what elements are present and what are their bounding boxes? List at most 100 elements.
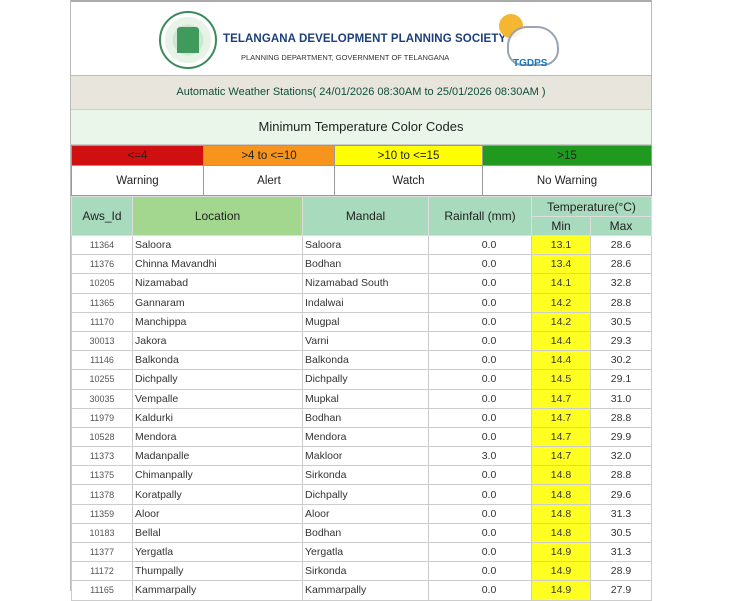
location-cell: Vempalle [132, 388, 303, 409]
min-temp-cell: 14.9 [531, 541, 591, 563]
location-cell: Chinna Mavandhi [132, 254, 303, 275]
max-temp-cell: 29.6 [589, 484, 653, 505]
header-temperature: Temperature(°C) [530, 196, 653, 217]
aws-id-cell: 10183 [71, 522, 133, 544]
tgdps-logo: TGDPS [513, 58, 548, 69]
max-temp-cell: 28.6 [589, 234, 653, 256]
max-temp-cell: 30.2 [589, 350, 653, 371]
aws-id-cell: 11364 [71, 234, 133, 256]
color-code-range: >15 [482, 145, 652, 166]
rainfall-cell: 0.0 [428, 273, 532, 294]
mandal-cell: Sirkonda [302, 561, 429, 582]
aws-id-cell: 30035 [71, 388, 133, 409]
table-row: 11172 Thumpally Sirkonda 0.0 14.9 28.9 [71, 561, 653, 582]
table-row: 11146 Balkonda Balkonda 0.0 14.4 30.2 [71, 350, 653, 371]
aws-id-cell: 11375 [71, 465, 133, 486]
rainfall-cell: 0.0 [428, 484, 532, 505]
max-temp-cell: 28.8 [589, 407, 653, 428]
max-temp-cell: 29.9 [589, 426, 653, 448]
table-row: 11165 Kammarpally Kammarpally 0.0 14.9 27.9 [71, 580, 653, 601]
rainfall-cell: 0.0 [428, 254, 532, 275]
min-temp-cell: 14.7 [531, 407, 591, 428]
table-row: 11373 Madanpalle Makloor 3.0 14.7 32.0 [71, 446, 653, 467]
color-codes-table: <=4 >4 to <=10 >10 to <=15 >15 Warning Alert… [71, 145, 652, 196]
color-code-label: Alert [203, 165, 335, 196]
min-temp-cell: 14.4 [531, 330, 591, 352]
color-code-label: No Warning [482, 165, 652, 196]
rainfall-cell: 0.0 [428, 407, 532, 428]
min-temp-cell: 14.4 [531, 350, 591, 371]
aws-id-cell: 11378 [71, 484, 133, 505]
min-temp-cell: 14.1 [531, 273, 591, 294]
table-row: 30035 Vempalle Mupkal 0.0 14.7 31.0 [71, 388, 653, 409]
mandal-cell: Dichpally [302, 484, 429, 505]
color-code-range: >10 to <=15 [334, 145, 483, 166]
rainfall-cell: 0.0 [428, 292, 532, 313]
max-temp-cell: 31.3 [589, 503, 653, 524]
department-name: PLANNING DEPARTMENT, GOVERNMENT OF TELAN… [241, 53, 450, 62]
weather-table: Aws_Id Location Mandal Rainfall (mm) Tem… [71, 196, 653, 601]
header-location: Location [132, 196, 303, 236]
max-temp-cell: 32.0 [589, 446, 653, 467]
table-row: 10183 Bellal Bodhan 0.0 14.8 30.5 [71, 522, 653, 544]
rainfall-cell: 0.0 [428, 522, 532, 544]
aws-id-cell: 11979 [71, 407, 133, 428]
table-row: 11375 Chimanpally Sirkonda 0.0 14.8 28.8 [71, 465, 653, 486]
max-temp-cell: 28.6 [589, 254, 653, 275]
table-row: 30013 Jakora Varni 0.0 14.4 29.3 [71, 330, 653, 352]
mandal-cell: Makloor [302, 446, 429, 467]
mandal-cell: Yergatla [302, 541, 429, 563]
min-temp-cell: 14.9 [531, 580, 591, 601]
min-temp-cell: 14.2 [531, 292, 591, 313]
aws-id-cell: 11376 [71, 254, 133, 275]
color-code-range: >4 to <=10 [203, 145, 335, 166]
location-cell: Mendora [132, 426, 303, 448]
min-temp-cell: 13.1 [531, 234, 591, 256]
rainfall-cell: 0.0 [428, 580, 532, 601]
aws-id-cell: 11373 [71, 446, 133, 467]
rainfall-cell: 0.0 [428, 388, 532, 409]
rainfall-cell: 0.0 [428, 369, 532, 390]
table-row: 11378 Koratpally Dichpally 0.0 14.8 29.6 [71, 484, 653, 505]
rainfall-cell: 0.0 [428, 350, 532, 371]
location-cell: Madanpalle [132, 446, 303, 467]
max-temp-cell: 30.5 [589, 311, 653, 332]
min-temp-cell: 14.7 [531, 388, 591, 409]
site-header: TELANGANA DEVELOPMENT PLANNING SOCIETY P… [71, 0, 651, 76]
color-code-range: <=4 [71, 145, 204, 166]
header-min: Min [531, 216, 591, 236]
table-row: 10255 Dichpally Dichpally 0.0 14.5 29.1 [71, 369, 653, 390]
color-code-label: Warning [71, 165, 204, 196]
mandal-cell: Balkonda [302, 350, 429, 371]
mandal-cell: Indalwai [302, 292, 429, 313]
aws-id-cell: 10528 [71, 426, 133, 448]
rainfall-cell: 0.0 [428, 561, 532, 582]
table-row: 10205 Nizamabad Nizamabad South 0.0 14.1 32.8 [71, 273, 653, 294]
rainfall-cell: 0.0 [428, 503, 532, 524]
location-cell: Thumpally [132, 561, 303, 582]
table-row: 11979 Kaldurki Bodhan 0.0 14.7 28.8 [71, 407, 653, 428]
location-cell: Kaldurki [132, 407, 303, 428]
min-temp-cell: 14.8 [531, 484, 591, 505]
table-row: 11365 Gannaram Indalwai 0.0 14.2 28.8 [71, 292, 653, 313]
min-temp-cell: 14.8 [531, 522, 591, 544]
table-row: 11359 Aloor Aloor 0.0 14.8 31.3 [71, 503, 653, 524]
min-temp-cell: 14.7 [531, 426, 591, 448]
max-temp-cell: 27.9 [589, 580, 653, 601]
aws-id-cell: 11165 [71, 580, 133, 601]
rainfall-cell: 0.0 [428, 311, 532, 332]
max-temp-cell: 28.8 [589, 292, 653, 313]
aws-id-cell: 10205 [71, 273, 133, 294]
location-cell: Yergatla [132, 541, 303, 563]
org-name: TELANGANA DEVELOPMENT PLANNING SOCIETY [223, 33, 507, 45]
min-temp-cell: 14.8 [531, 503, 591, 524]
max-temp-cell: 32.8 [589, 273, 653, 294]
location-cell: Manchippa [132, 311, 303, 332]
location-cell: Jakora [132, 330, 303, 352]
aws-id-cell: 11170 [71, 311, 133, 332]
header-mandal: Mandal [302, 196, 429, 236]
location-cell: Aloor [132, 503, 303, 524]
mandal-cell: Mupkal [302, 388, 429, 409]
max-temp-cell: 29.3 [589, 330, 653, 352]
aws-id-cell: 11377 [71, 541, 133, 563]
